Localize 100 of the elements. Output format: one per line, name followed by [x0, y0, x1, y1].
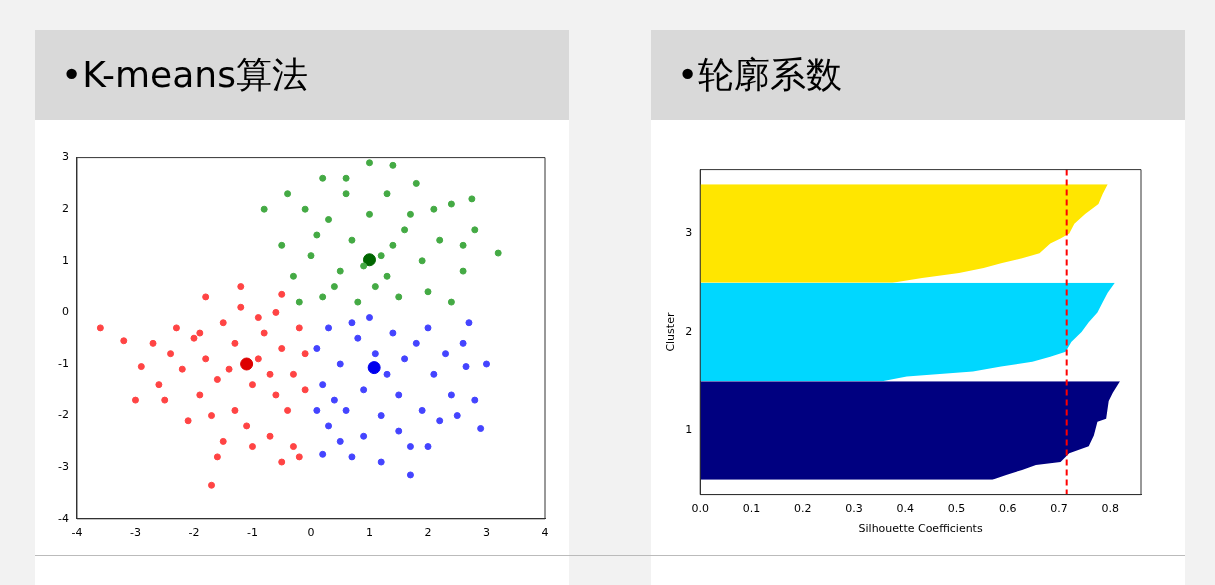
point — [483, 360, 490, 368]
point — [377, 252, 385, 260]
point — [254, 355, 262, 363]
point — [471, 226, 479, 234]
point — [313, 345, 321, 353]
point — [468, 195, 476, 203]
point — [213, 375, 221, 383]
point — [313, 406, 321, 414]
point — [254, 314, 262, 322]
x-tick-label: 3 — [483, 526, 490, 540]
point — [389, 161, 397, 169]
point — [319, 293, 327, 301]
point — [389, 241, 397, 249]
chart-title: •轮廓系数 — [651, 30, 1185, 120]
x-tick-label: 2 — [424, 526, 432, 540]
point — [447, 298, 455, 306]
x-tick-label: 0.1 — [742, 502, 761, 516]
x-tick-label: -3 — [129, 526, 141, 540]
point — [325, 216, 333, 224]
point — [336, 267, 344, 275]
x-tick-label: 4 — [541, 526, 549, 540]
point — [436, 236, 444, 244]
point — [406, 210, 414, 218]
point — [412, 179, 420, 187]
point — [436, 417, 444, 425]
point — [389, 329, 397, 337]
point — [184, 417, 192, 425]
y-tick-label: 3 — [61, 150, 69, 164]
point — [471, 396, 479, 404]
point — [459, 339, 467, 347]
point — [342, 174, 350, 182]
point — [319, 381, 327, 389]
y-tick-label: 2 — [61, 202, 69, 216]
point — [248, 381, 256, 389]
point — [336, 437, 344, 445]
point — [260, 329, 268, 337]
point — [494, 249, 502, 257]
point — [430, 205, 438, 213]
point — [155, 381, 163, 389]
x-tick-label: -2 — [188, 526, 200, 540]
point — [325, 422, 333, 430]
point — [172, 324, 180, 332]
x-axis-title: Silhouette Coefficients — [858, 522, 983, 536]
point — [360, 262, 368, 270]
x-tick-label: 0.8 — [1101, 502, 1119, 516]
x-tick-label: 1 — [365, 526, 373, 540]
point — [231, 339, 239, 347]
point — [295, 298, 303, 306]
point — [360, 432, 368, 440]
point — [383, 370, 391, 378]
point — [325, 324, 333, 332]
point — [377, 412, 385, 420]
x-tick-label: 0.4 — [896, 502, 914, 516]
point — [319, 174, 327, 182]
point — [459, 267, 467, 275]
point — [260, 205, 268, 213]
point — [371, 350, 379, 358]
point — [295, 324, 303, 332]
y-tick-label: -4 — [58, 511, 69, 525]
point — [412, 339, 420, 347]
point — [401, 226, 409, 234]
y-tick-label: 1 — [685, 423, 693, 437]
point — [459, 241, 467, 249]
point — [196, 329, 204, 337]
point — [266, 432, 274, 440]
point — [330, 283, 338, 291]
point — [365, 314, 373, 322]
point — [284, 406, 292, 414]
x-tick-label: 0.3 — [845, 502, 863, 516]
point — [418, 406, 426, 414]
point — [272, 308, 280, 316]
point — [120, 337, 128, 345]
point — [278, 290, 286, 298]
point — [447, 200, 455, 208]
point — [430, 370, 438, 378]
point — [424, 443, 432, 451]
point — [360, 386, 368, 394]
point — [248, 443, 256, 451]
point — [178, 365, 186, 373]
point — [313, 231, 321, 239]
y-tick-label: 0 — [61, 305, 69, 319]
point — [137, 363, 145, 371]
point — [225, 365, 233, 373]
x-tick-label: 0.2 — [793, 502, 812, 516]
x-tick-label: 0.7 — [1050, 502, 1068, 516]
point — [406, 471, 414, 479]
point — [319, 450, 327, 458]
point — [465, 319, 473, 327]
x-tick-label: 0.0 — [691, 502, 709, 516]
point — [348, 319, 356, 327]
point — [401, 355, 409, 363]
point — [365, 210, 373, 218]
point — [371, 283, 379, 291]
point — [202, 355, 210, 363]
point — [219, 437, 227, 445]
point — [284, 190, 292, 198]
point — [190, 334, 198, 342]
point — [377, 458, 385, 466]
point — [307, 252, 315, 260]
point — [348, 453, 356, 461]
